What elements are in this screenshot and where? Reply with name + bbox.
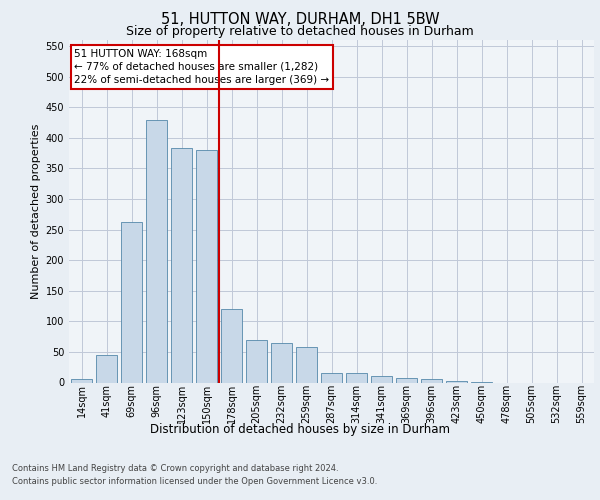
Bar <box>271 342 292 382</box>
Bar <box>296 347 317 382</box>
Y-axis label: Number of detached properties: Number of detached properties <box>31 124 41 299</box>
Bar <box>246 340 267 382</box>
Bar <box>396 378 417 382</box>
Bar <box>421 380 442 382</box>
Bar <box>371 376 392 382</box>
Bar <box>96 355 117 382</box>
Text: Contains public sector information licensed under the Open Government Licence v3: Contains public sector information licen… <box>12 478 377 486</box>
Bar <box>321 374 342 382</box>
Bar <box>171 148 192 382</box>
Text: Contains HM Land Registry data © Crown copyright and database right 2024.: Contains HM Land Registry data © Crown c… <box>12 464 338 473</box>
Bar <box>71 380 92 382</box>
Text: Distribution of detached houses by size in Durham: Distribution of detached houses by size … <box>150 422 450 436</box>
Bar <box>121 222 142 382</box>
Bar <box>146 120 167 382</box>
Bar <box>221 309 242 382</box>
Text: Size of property relative to detached houses in Durham: Size of property relative to detached ho… <box>126 25 474 38</box>
Text: 51, HUTTON WAY, DURHAM, DH1 5BW: 51, HUTTON WAY, DURHAM, DH1 5BW <box>161 12 439 28</box>
Bar <box>196 150 217 382</box>
Text: 51 HUTTON WAY: 168sqm
← 77% of detached houses are smaller (1,282)
22% of semi-d: 51 HUTTON WAY: 168sqm ← 77% of detached … <box>74 48 329 85</box>
Bar <box>346 374 367 382</box>
